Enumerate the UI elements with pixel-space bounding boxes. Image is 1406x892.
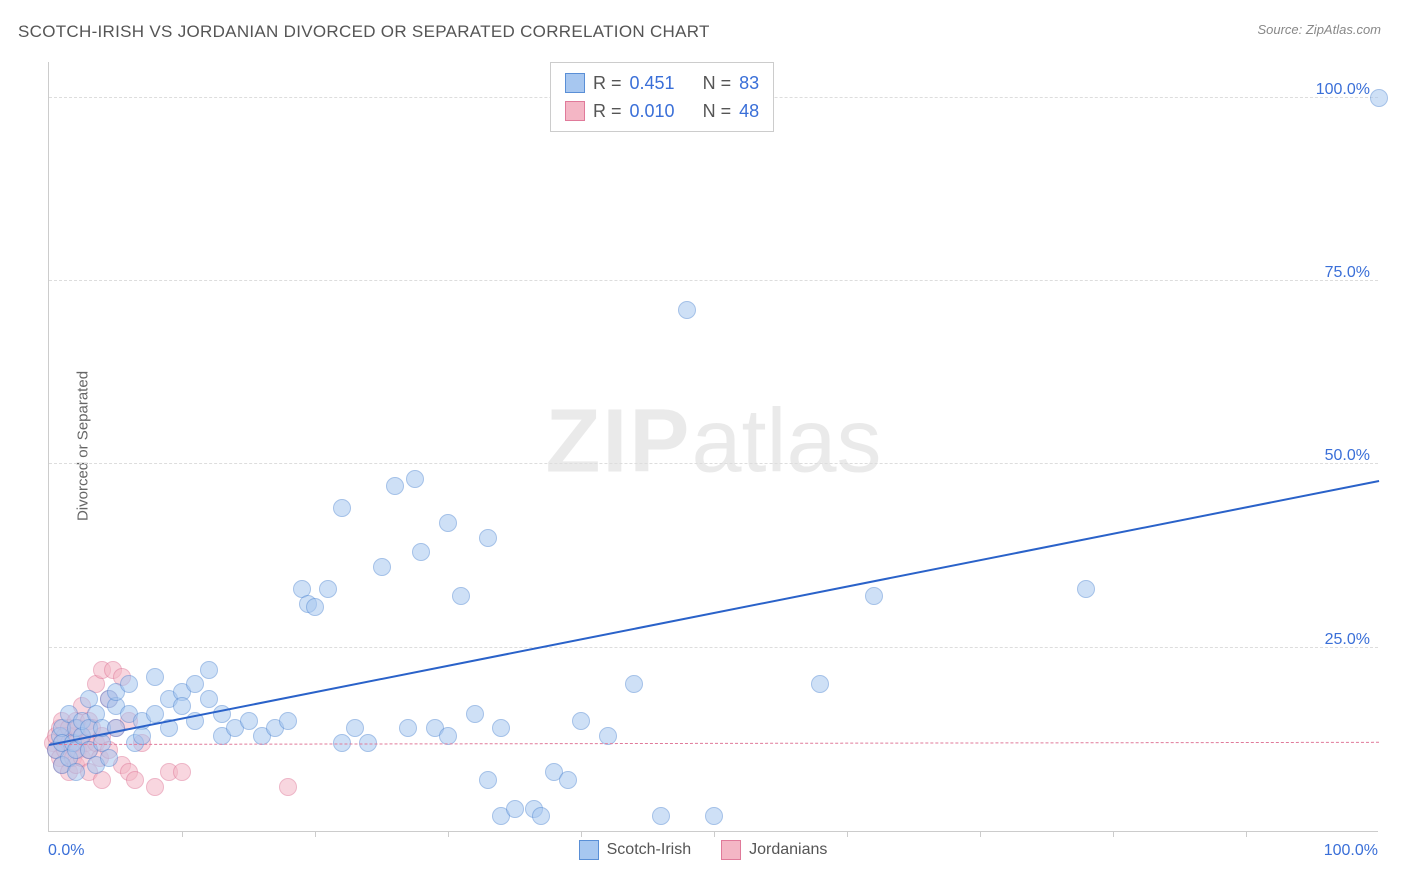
x-minor-tick [581, 831, 582, 837]
gridline [49, 647, 1378, 648]
r-value: 0.010 [630, 97, 675, 125]
legend-item: Jordanians [721, 840, 827, 860]
gridline [49, 463, 1378, 464]
r-label: R = [593, 69, 622, 97]
scatter-point [386, 477, 404, 495]
scatter-point [240, 712, 258, 730]
series-swatch [721, 840, 741, 860]
n-label: N = [703, 69, 732, 97]
scatter-point [133, 727, 151, 745]
scatter-point [811, 675, 829, 693]
scatter-point [1370, 89, 1388, 107]
scatter-point [599, 727, 617, 745]
scatter-point [678, 301, 696, 319]
scatter-point [479, 771, 497, 789]
n-value: 83 [739, 69, 759, 97]
scatter-point [173, 763, 191, 781]
scatter-point [279, 778, 297, 796]
scatter-point [865, 587, 883, 605]
scatter-point [492, 719, 510, 737]
scatter-point [572, 712, 590, 730]
scatter-point [532, 807, 550, 825]
scatter-point [126, 771, 144, 789]
y-tick-label: 25.0% [1325, 631, 1370, 649]
scatter-point [625, 675, 643, 693]
regression-line [49, 480, 1379, 746]
scatter-point [559, 771, 577, 789]
scatter-point [146, 668, 164, 686]
y-tick-label: 75.0% [1325, 264, 1370, 282]
chart-title: SCOTCH-IRISH VS JORDANIAN DIVORCED OR SE… [18, 22, 710, 42]
watermark: ZIPatlas [545, 390, 881, 493]
scatter-point [412, 543, 430, 561]
scatter-point [100, 749, 118, 767]
x-minor-tick [980, 831, 981, 837]
legend-label: Scotch-Irish [607, 841, 691, 859]
regression-line [49, 742, 1379, 745]
scatter-point [200, 661, 218, 679]
x-minor-tick [315, 831, 316, 837]
plot-area: ZIPatlas 25.0% 50.0% 75.0% 100.0% [48, 62, 1378, 832]
scatter-point [506, 800, 524, 818]
legend-item: Scotch-Irish [579, 840, 691, 860]
series-swatch [565, 101, 585, 121]
scatter-point [439, 514, 457, 532]
scatter-point [479, 529, 497, 547]
series-swatch [579, 840, 599, 860]
r-value: 0.451 [630, 69, 675, 97]
n-value: 48 [739, 97, 759, 125]
scatter-point [439, 727, 457, 745]
series-swatch [565, 73, 585, 93]
scatter-point [319, 580, 337, 598]
scatter-point [406, 470, 424, 488]
correlation-chart: SCOTCH-IRISH VS JORDANIAN DIVORCED OR SE… [0, 0, 1406, 892]
r-label: R = [593, 97, 622, 125]
scatter-point [466, 705, 484, 723]
legend-label: Jordanians [749, 841, 827, 859]
scatter-point [186, 675, 204, 693]
y-tick-label: 50.0% [1325, 447, 1370, 465]
scatter-point [399, 719, 417, 737]
stats-row: R = 0.010 N =48 [565, 97, 759, 125]
x-minor-tick [448, 831, 449, 837]
y-tick-label: 100.0% [1316, 81, 1370, 99]
gridline [49, 280, 1378, 281]
n-label: N = [703, 97, 732, 125]
x-minor-tick [1246, 831, 1247, 837]
x-minor-tick [1113, 831, 1114, 837]
scatter-point [200, 690, 218, 708]
scatter-point [120, 675, 138, 693]
scatter-point [306, 598, 324, 616]
scatter-point [1077, 580, 1095, 598]
x-minor-tick [182, 831, 183, 837]
scatter-point [373, 558, 391, 576]
scatter-point [279, 712, 297, 730]
scatter-point [452, 587, 470, 605]
scatter-point [146, 705, 164, 723]
scatter-point [705, 807, 723, 825]
scatter-point [333, 499, 351, 517]
scatter-point [67, 763, 85, 781]
stats-row: R = 0.451 N =83 [565, 69, 759, 97]
scatter-point [146, 778, 164, 796]
stats-box: R = 0.451 N =83 R = 0.010 N =48 [550, 62, 774, 132]
scatter-point [173, 697, 191, 715]
scatter-point [346, 719, 364, 737]
legend: Scotch-Irish Jordanians [0, 840, 1406, 860]
x-minor-tick [847, 831, 848, 837]
scatter-point [652, 807, 670, 825]
x-minor-tick [714, 831, 715, 837]
source-label: Source: ZipAtlas.com [1257, 22, 1381, 37]
